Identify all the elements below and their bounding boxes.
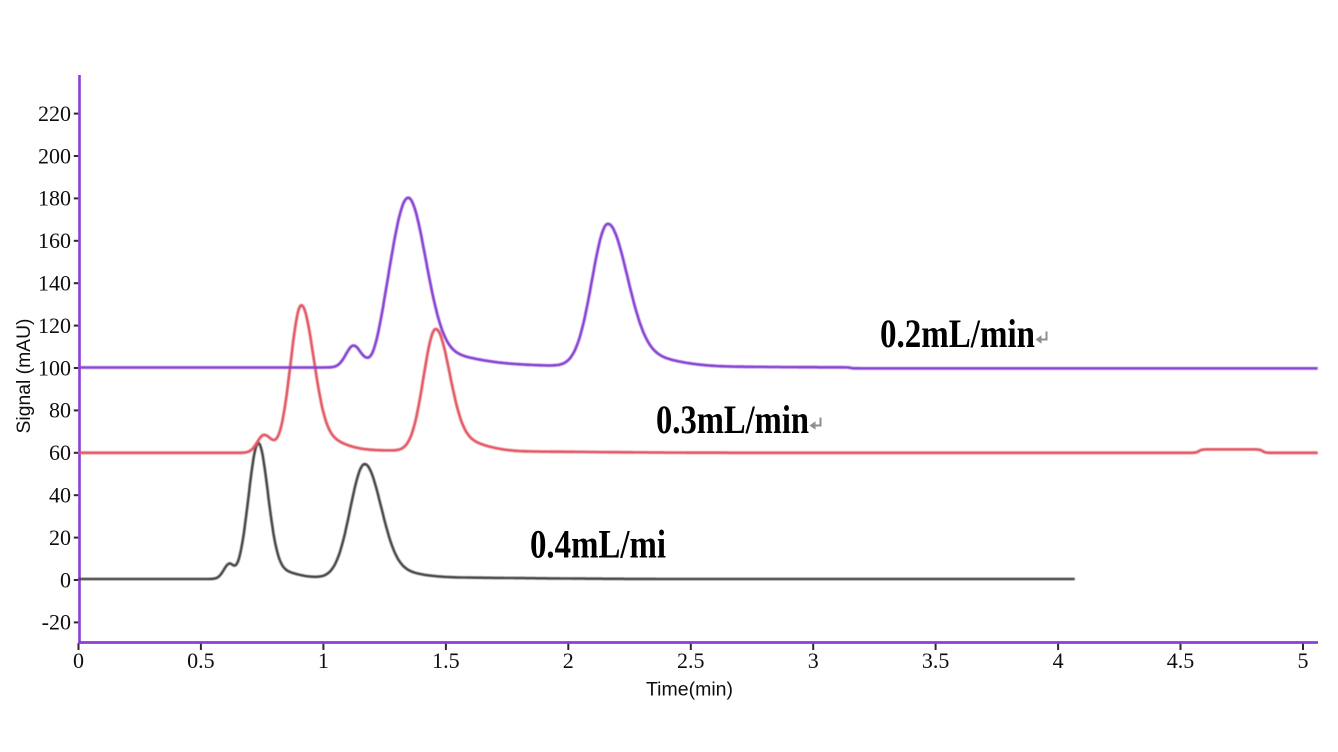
svg-text:3: 3 (808, 648, 819, 673)
svg-text:4.5: 4.5 (1167, 648, 1195, 673)
svg-text:Signal (mAU): Signal (mAU) (14, 319, 35, 434)
svg-text:160: 160 (38, 228, 71, 253)
svg-text:3.5: 3.5 (922, 648, 950, 673)
svg-text:5: 5 (1298, 648, 1309, 673)
svg-text:100: 100 (38, 355, 71, 380)
svg-text:1.5: 1.5 (432, 648, 460, 673)
svg-text:120: 120 (38, 313, 71, 338)
svg-text:220: 220 (38, 101, 71, 126)
svg-text:-20: -20 (42, 610, 71, 635)
svg-text:180: 180 (38, 186, 71, 211)
svg-text:0.3mL/min: 0.3mL/min (656, 397, 809, 442)
svg-text:40: 40 (49, 483, 71, 508)
svg-text:0: 0 (73, 648, 84, 673)
svg-text:2.5: 2.5 (677, 648, 705, 673)
svg-text:0.2mL/min: 0.2mL/min (880, 311, 1035, 356)
svg-text:140: 140 (38, 271, 71, 296)
svg-text:80: 80 (49, 398, 71, 423)
svg-text:2: 2 (563, 648, 574, 673)
svg-text:20: 20 (49, 525, 71, 550)
svg-text:0.4mL/mi: 0.4mL/mi (530, 522, 666, 567)
svg-text:0: 0 (60, 567, 71, 592)
svg-text:200: 200 (38, 143, 71, 168)
svg-text:Time(min): Time(min) (646, 680, 733, 701)
svg-text:4: 4 (1053, 648, 1064, 673)
svg-text:60: 60 (49, 440, 71, 465)
svg-text:1: 1 (318, 648, 329, 673)
svg-text:0.5: 0.5 (187, 648, 215, 673)
